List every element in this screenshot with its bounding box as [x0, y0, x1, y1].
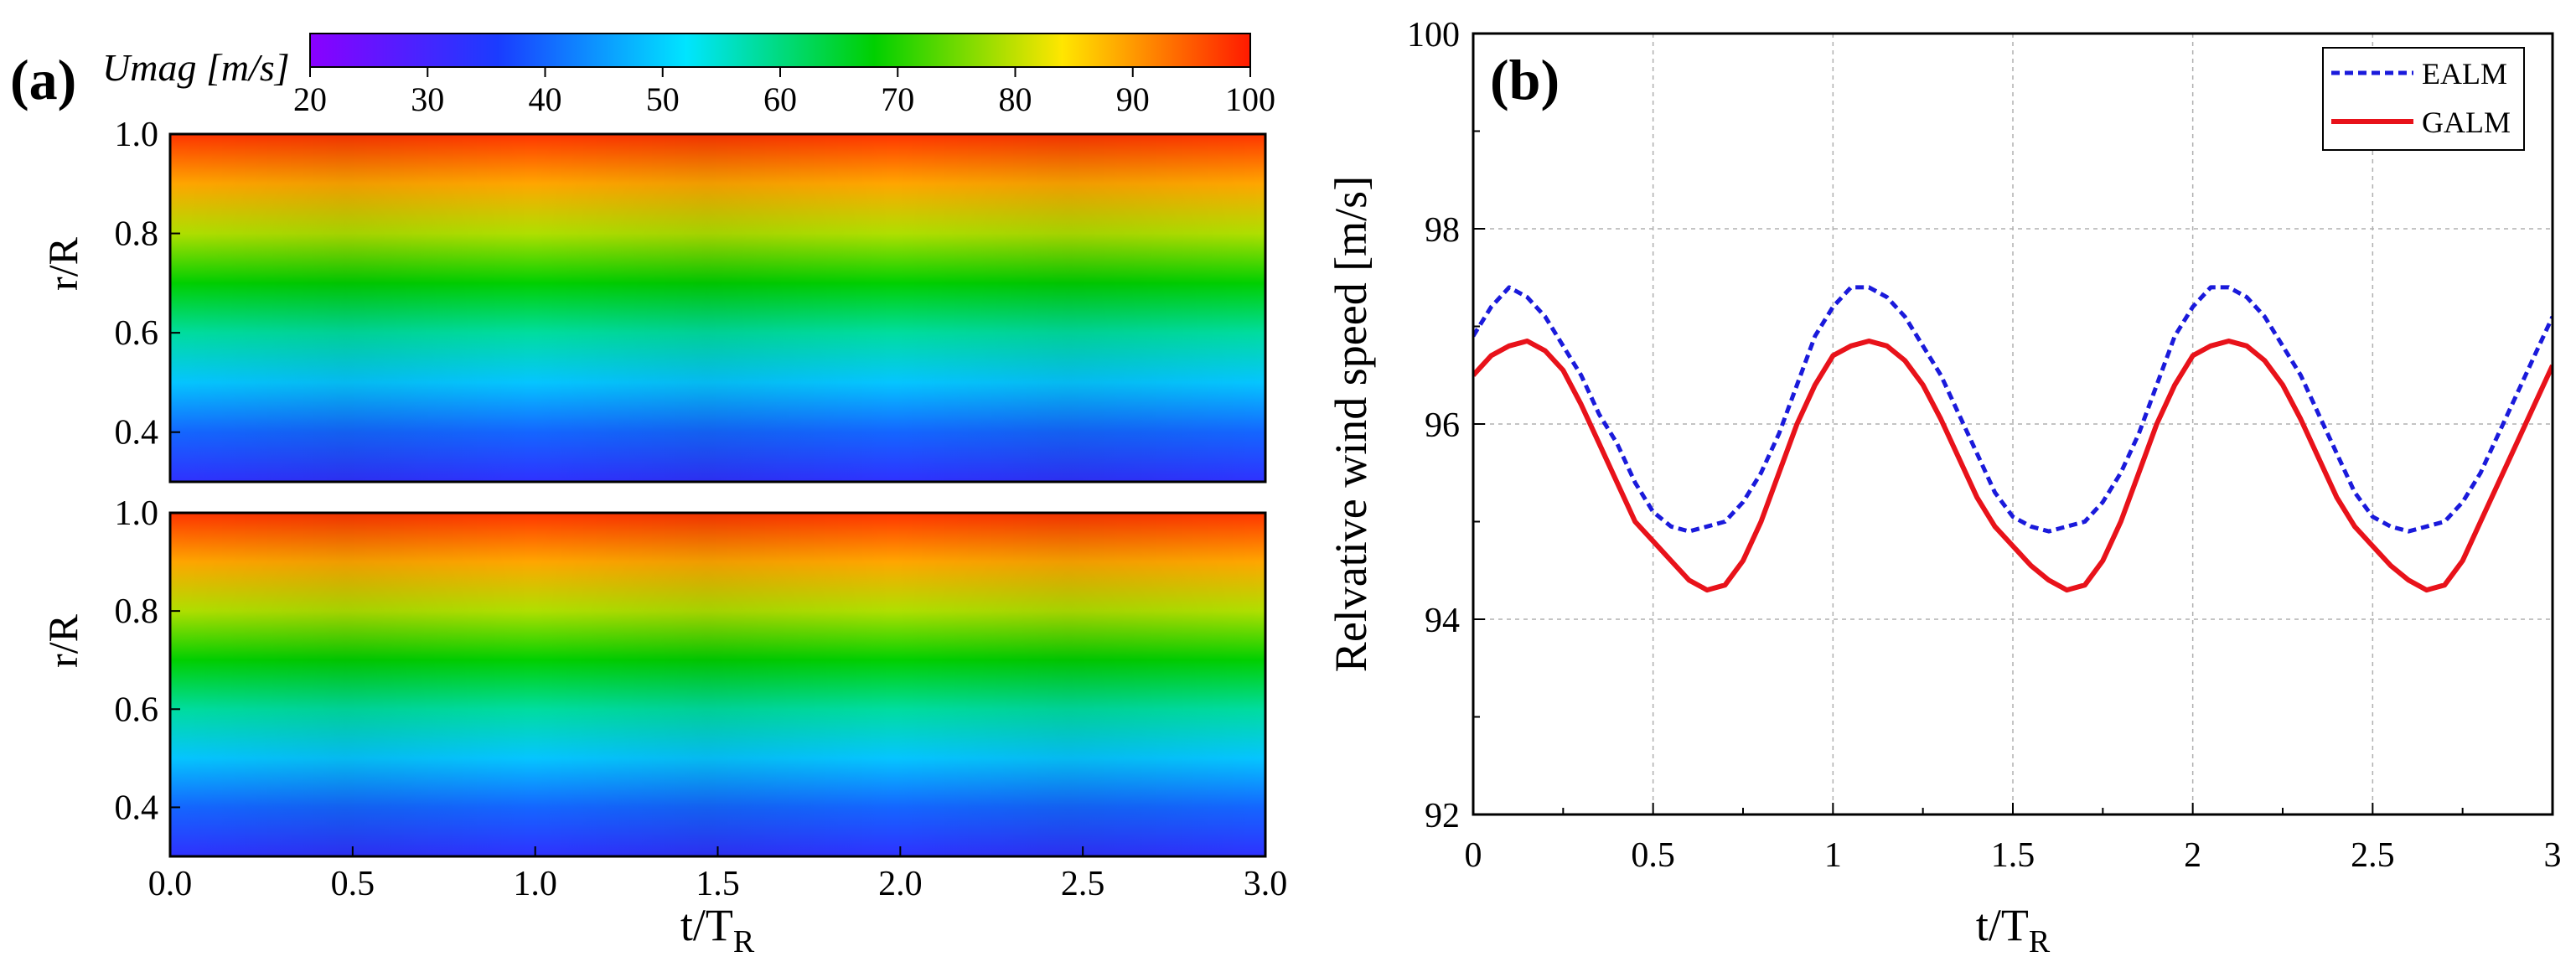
colorbar-tick-label: 70	[881, 80, 914, 118]
heatmap-ytick-label: 1.0	[115, 494, 159, 533]
legend-galm-label: GALM	[2422, 106, 2511, 139]
ytick-label: 96	[1425, 406, 1460, 445]
heatmap-ytick-label: 0.4	[115, 789, 159, 827]
heatmap-bottom-yaxis: 1.0 0.8 0.6 0.4	[115, 494, 180, 827]
xtick-label: 2.5	[2351, 836, 2395, 875]
colorbar-ticks: 20 30 40 50 60 70 80 90 100	[293, 67, 1275, 118]
ytick-label: 100	[1407, 16, 1460, 54]
colorbar-tick-label: 80	[999, 80, 1032, 118]
heatmap-ytick-label: 0.4	[115, 414, 159, 452]
colorbar-tick-label: 50	[646, 80, 680, 118]
heatmap-xtick-label: 0.0	[148, 865, 193, 903]
heatmap-xtick-label: 0.5	[331, 865, 375, 903]
series-ealm-line	[1473, 285, 2553, 534]
legend-ealm-label: EALM	[2422, 57, 2507, 90]
colorbar-title: Umag [m/s]	[102, 46, 290, 89]
ytick-label: 94	[1425, 602, 1460, 640]
heatmap-ytick-label: 0.6	[115, 690, 159, 729]
xtick-label: 2	[2184, 836, 2201, 875]
line-chart-ylabel: Relvative wind speed [m/s]	[1326, 176, 1376, 672]
heatmap-bottom-ylabel: r/R	[39, 613, 86, 668]
xtick-label: 3	[2544, 836, 2562, 875]
ytick-label: 92	[1425, 797, 1460, 835]
panel-a-label: (a)	[10, 48, 76, 111]
line-chart-legend: EALM GALM	[2322, 47, 2525, 151]
xtick-label: 1.5	[1991, 836, 2035, 875]
colorbar-tick-label: 100	[1225, 80, 1275, 118]
heatmap-top-yaxis: 1.0 0.8 0.6 0.4	[115, 116, 180, 452]
colorbar-tick-label: 40	[529, 80, 562, 118]
heatmap-xtick-label: 1.5	[696, 865, 740, 903]
ytick-label: 98	[1425, 211, 1460, 250]
heatmap-bottom	[168, 511, 1267, 858]
heatmap-xlabel: t/TR	[680, 900, 755, 959]
heatmap-ytick-label: 0.8	[115, 215, 159, 254]
xtick-label: 1	[1824, 836, 1842, 875]
line-chart-grid	[1473, 34, 2553, 814]
line-chart-series	[1473, 285, 2553, 593]
heatmap-ytick-label: 0.8	[115, 592, 159, 631]
heatmap-top	[168, 132, 1267, 484]
colorbar	[309, 33, 1251, 68]
heatmap-top-frame	[168, 132, 1267, 484]
colorbar-tick-label: 20	[293, 80, 327, 118]
series-galm-line	[1473, 339, 2553, 593]
heatmap-xtick-label: 3.0	[1244, 865, 1288, 903]
heatmap-bottom-xaxis: 0.0 0.5 1.0 1.5 2.0 2.5 3.0	[148, 846, 1288, 903]
heatmap-xtick-label: 2.0	[878, 865, 923, 903]
heatmap-top-ylabel: r/R	[39, 236, 86, 291]
panel-b-label: (b)	[1490, 48, 1560, 111]
colorbar-tick-label: 30	[411, 80, 444, 118]
line-chart-xlabel: t/TR	[1976, 900, 2051, 959]
heatmap-bottom-ripple	[170, 513, 1265, 856]
heatmap-top-ripple	[170, 134, 1265, 482]
xtick-label: 0.5	[1631, 836, 1675, 875]
heatmap-ytick-label: 1.0	[115, 116, 159, 154]
heatmap-ytick-label: 0.6	[115, 314, 159, 353]
xtick-label: 0	[1465, 836, 1482, 875]
legend-box	[2322, 47, 2525, 151]
line-chart-xaxis: 0 0.5 1 1.5 2 2.5 3	[1465, 803, 2562, 875]
colorbar-tick-label: 90	[1116, 80, 1150, 118]
heatmap-xtick-label: 2.5	[1061, 865, 1105, 903]
line-chart-yaxis: 92 94 96 98 100	[1407, 16, 1485, 835]
heatmap-xtick-label: 1.0	[513, 865, 557, 903]
colorbar-tick-label: 60	[763, 80, 797, 118]
